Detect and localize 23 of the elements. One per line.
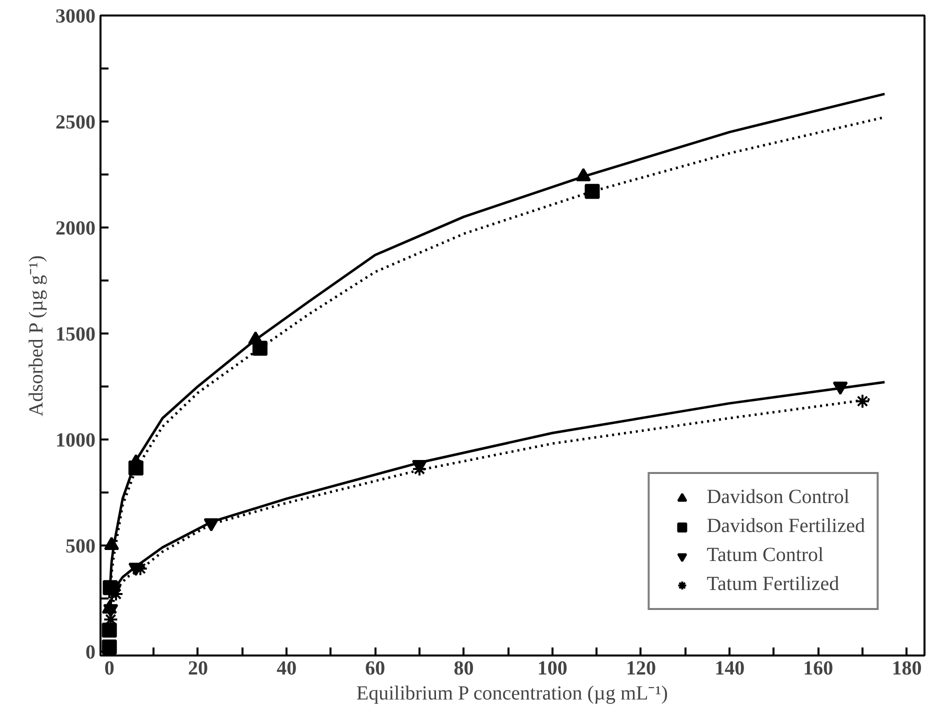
legend-label: Davidson Control <box>706 486 850 509</box>
x-tick-label: 60 <box>365 658 386 680</box>
x-tick-label: 80 <box>454 658 474 680</box>
y-tick-label: 500 <box>66 535 96 558</box>
x-tick-label: 140 <box>714 658 745 680</box>
x-tick-label: 160 <box>803 658 834 680</box>
x-tick-label: 20 <box>188 658 208 680</box>
y-tick-label: 2000 <box>56 217 96 240</box>
x-tick-label: 180 <box>892 658 922 680</box>
legend-label: Tatum Fertilized <box>706 573 840 596</box>
x-tick-label: 0 <box>104 658 114 680</box>
legend-label: Tatum Control <box>706 544 824 567</box>
x-tick-label: 120 <box>626 658 656 680</box>
y-axis-title: Adsorbed P (µg g⁻¹) <box>26 255 48 416</box>
legend-label: Davidson Fertilized <box>706 515 865 538</box>
x-axis-title: Equilibrium P concentration (µg mL⁻¹) <box>356 682 668 704</box>
x-tick-label: 100 <box>537 658 568 680</box>
y-tick-label: 0 <box>86 641 96 664</box>
y-tick-label: 2500 <box>56 111 96 134</box>
y-tick-label: 1000 <box>56 429 96 452</box>
y-tick-label: 1500 <box>56 323 96 346</box>
x-tick-label: 40 <box>276 658 297 680</box>
y-tick-label: 3000 <box>56 6 96 28</box>
